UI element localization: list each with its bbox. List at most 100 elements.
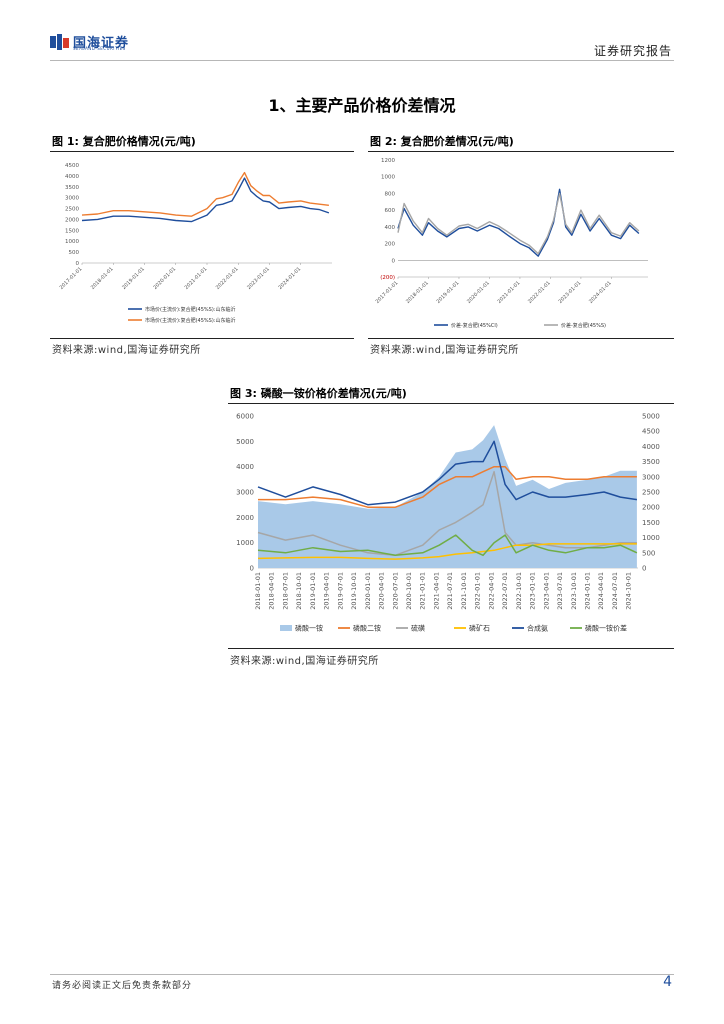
x-tick-label: 2024-10-01 <box>625 572 633 610</box>
x-tick-label: 2023-07-01 <box>556 572 564 610</box>
x-tick-label: 2019-01-01 <box>436 280 461 305</box>
legend-label: 合成氨 <box>527 624 548 633</box>
figure-1-rule <box>50 151 354 152</box>
x-tick-label: 2023-01-01 <box>246 266 271 291</box>
legend-label: 磷矿石 <box>469 624 490 633</box>
y-right-tick-label: 1000 <box>642 534 660 542</box>
x-tick-label: 2024-01-01 <box>277 266 302 291</box>
figure-1-title: 图 1: 复合肥价格情况(元/吨) <box>52 135 196 148</box>
y-right-tick-label: 4000 <box>642 443 660 451</box>
x-tick-label: 2022-04-01 <box>487 572 495 610</box>
y-right-tick-label: 0 <box>642 565 646 573</box>
y-tick-label: 2500 <box>65 207 79 213</box>
x-tick-label: 2019-07-01 <box>336 572 344 610</box>
x-tick-label: 2022-01-01 <box>474 572 482 610</box>
disclaimer: 请务必阅读正文后免责条款部分 <box>52 981 193 991</box>
series-area-1 <box>258 425 637 568</box>
y-tick-label: 1000 <box>381 175 395 181</box>
footer-divider <box>50 974 674 975</box>
x-tick-label: 2024-01-01 <box>588 280 613 305</box>
y-tick-label: (200) <box>380 275 395 281</box>
x-tick-label: 2020-01-01 <box>152 266 177 291</box>
logo-text: 国海证券 <box>73 36 130 51</box>
series-line-2 <box>258 465 637 508</box>
x-tick-label: 2021-01-01 <box>419 572 427 610</box>
x-tick-label: 2023-10-01 <box>570 572 578 610</box>
y-tick-label: 500 <box>69 250 80 256</box>
y-left-tick-label: 0 <box>250 565 254 573</box>
figure-3-chart: 0 1000 2000 3000 4000 5000 6000 0 500 1000 1500 200… <box>236 413 660 633</box>
figure-2-rule <box>368 151 674 152</box>
x-tick-label: 2018-10-01 <box>295 572 303 610</box>
x-tick-label: 2018-04-01 <box>268 572 276 610</box>
figure-1-source-rule <box>50 338 354 339</box>
y-right-tick-label: 5000 <box>642 413 660 421</box>
y-left-tick-label: 4000 <box>236 463 254 471</box>
figure-3-rule <box>228 403 674 404</box>
figure-3-title: 图 3: 磷酸一铵价格价差情况(元/吨) <box>230 387 407 400</box>
y-tick-label: 2000 <box>65 217 79 223</box>
y-tick-label: 1000 <box>65 239 79 245</box>
figure-2-source-rule <box>368 338 674 339</box>
y-right-tick-label: 3000 <box>642 473 660 481</box>
series-line-1 <box>397 188 640 257</box>
x-tick-label: 2023-01-01 <box>558 280 583 305</box>
series-line-2 <box>397 192 640 255</box>
x-tick-label: 2021-04-01 <box>432 572 440 610</box>
x-tick-label: 2018-01-01 <box>254 572 262 610</box>
y-right-tick-label: 4500 <box>642 428 660 436</box>
x-tick-label: 2020-04-01 <box>378 572 386 610</box>
y-tick-label: 0 <box>76 261 80 267</box>
y-tick-label: 600 <box>385 208 396 214</box>
legend-label: 市场价(主流价):复合肥(45%S):山东临沂 <box>145 306 235 313</box>
y-tick-label: 1200 <box>381 158 395 164</box>
y-left-tick-label: 6000 <box>236 413 254 421</box>
y-left-tick-label: 5000 <box>236 438 254 446</box>
x-tick-label: 2024-01-01 <box>583 572 591 610</box>
section-title: 1、主要产品价格价差情况 <box>268 96 456 115</box>
x-tick-label: 2024-04-01 <box>597 572 605 610</box>
series-line-1 <box>81 177 330 223</box>
x-tick-label: 2018-07-01 <box>281 572 289 610</box>
logo-icon <box>50 34 69 50</box>
logo-subtext: SEALAND SECURITIES <box>73 46 126 51</box>
legend-label: 磷酸二铵 <box>353 624 381 633</box>
x-tick-label: 2021-01-01 <box>497 280 522 305</box>
y-tick-label: 0 <box>392 258 396 264</box>
x-tick-label: 2017-01-01 <box>375 280 400 305</box>
x-tick-label: 2020-07-01 <box>391 572 399 610</box>
y-tick-label: 800 <box>385 191 396 197</box>
y-right-tick-label: 3500 <box>642 458 660 466</box>
legend-label: 价差-复合肥(45%Cl) <box>451 322 498 329</box>
x-tick-label: 2017-01-01 <box>59 266 84 291</box>
figure-3-source-rule <box>228 648 674 649</box>
y-tick-label: 3000 <box>65 196 79 202</box>
x-tick-label: 2019-10-01 <box>350 572 358 610</box>
series-line-2 <box>81 171 329 217</box>
legend-label: 磷酸一铵 <box>295 624 323 633</box>
x-tick-label: 2022-01-01 <box>215 266 240 291</box>
y-right-tick-label: 2000 <box>642 504 660 512</box>
figure-2-chart: (200) 0 200 400 600 800 1000 1200 2017-01-01 2018… <box>375 158 648 329</box>
x-tick-label: 2020-10-01 <box>405 572 413 610</box>
legend-label: 硫磺 <box>411 624 425 633</box>
x-tick-label: 2021-07-01 <box>446 572 454 610</box>
y-right-tick-label: 1500 <box>642 519 660 527</box>
figure-3-source: 资料来源:wind,国海证券研究所 <box>230 656 379 667</box>
y-left-tick-label: 3000 <box>236 489 254 497</box>
y-tick-label: 3500 <box>65 185 79 191</box>
y-tick-label: 400 <box>385 225 396 231</box>
report-type: 证券研究报告 <box>593 44 672 58</box>
x-tick-label: 2019-01-01 <box>309 572 317 610</box>
y-tick-label: 4000 <box>65 174 79 180</box>
figure-2-title: 图 2: 复合肥价差情况(元/吨) <box>370 135 514 148</box>
x-tick-label: 2022-07-01 <box>501 572 509 610</box>
figure-1-source: 资料来源:wind,国海证券研究所 <box>52 345 201 356</box>
y-tick-label: 1500 <box>65 228 79 234</box>
series-line-4 <box>257 543 637 560</box>
x-tick-label: 2018-01-01 <box>405 280 430 305</box>
header-divider <box>50 60 674 61</box>
series-line-3 <box>257 470 637 557</box>
x-tick-label: 2020-01-01 <box>364 572 372 610</box>
y-tick-label: 4500 <box>65 163 79 169</box>
